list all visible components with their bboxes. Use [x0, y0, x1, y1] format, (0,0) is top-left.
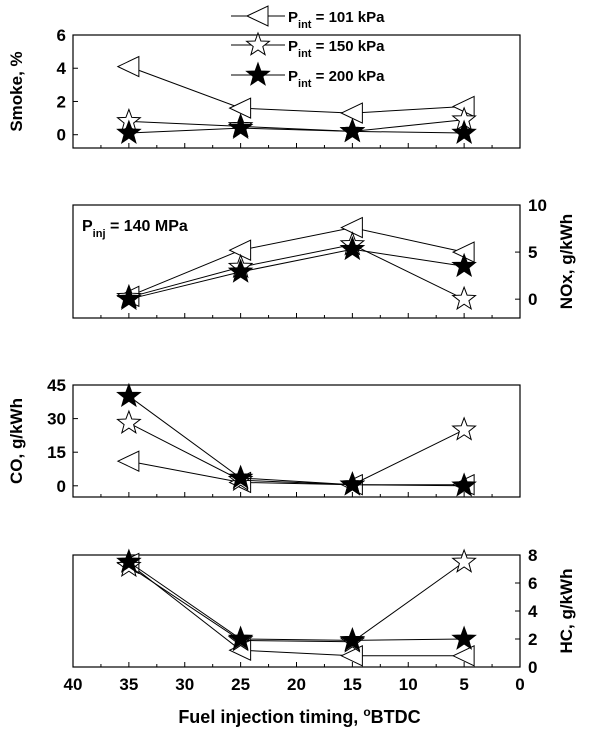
- data-point: [451, 645, 475, 667]
- y-tick-label: 0: [57, 126, 66, 145]
- y-tick-label: 30: [47, 410, 66, 429]
- y-tick-label: 2: [57, 92, 66, 111]
- data-point: [116, 55, 140, 78]
- x-tick-label: 5: [459, 675, 468, 694]
- legend-label: Pint = 150 kPa: [288, 38, 385, 60]
- series-line: [128, 119, 465, 132]
- data-point: [340, 645, 363, 667]
- series-2: [116, 106, 477, 143]
- legend-marker: [245, 5, 269, 27]
- y-tick-label: 45: [47, 376, 66, 395]
- data-point: [339, 471, 366, 496]
- series-line: [128, 561, 465, 641]
- y-tick-label: 8: [528, 546, 537, 565]
- legend-marker: [245, 61, 271, 86]
- y-tick-label: 0: [528, 290, 537, 309]
- series-3: [116, 114, 477, 144]
- x-tick-label: 20: [287, 675, 306, 694]
- series-3: [116, 382, 477, 497]
- y-tick-label: 10: [528, 196, 547, 215]
- series-line: [128, 227, 465, 297]
- y-axis-label: Smoke, %: [7, 51, 26, 131]
- panel-4: 0 2 4 6 8 HC, g/kWh: [72, 546, 576, 677]
- series-line: [128, 563, 465, 657]
- y-axis-label: HC, g/kWh: [557, 569, 576, 654]
- legend-label: Pint = 200 kPa: [288, 68, 385, 90]
- data-point: [116, 548, 142, 573]
- data-point: [228, 97, 252, 119]
- panel-3: 0 15 30 45 CO, g/kWh: [7, 376, 521, 498]
- series-2: [116, 231, 477, 311]
- data-point: [116, 409, 142, 434]
- series-line: [128, 127, 465, 134]
- data-point: [451, 548, 477, 573]
- data-point: [227, 258, 254, 283]
- data-point: [451, 119, 477, 144]
- y-tick-label: 6: [57, 26, 66, 45]
- y-tick-label: 0: [57, 477, 66, 496]
- data-point: [116, 382, 142, 408]
- y-tick-label: 15: [47, 443, 66, 462]
- data-point: [451, 625, 477, 650]
- y-tick-label: 6: [528, 574, 537, 593]
- series-1: [116, 450, 475, 496]
- data-point: [227, 114, 254, 139]
- data-point: [116, 450, 140, 472]
- data-point: [451, 285, 477, 311]
- y-tick-label: 0: [528, 658, 537, 677]
- series-line: [128, 248, 465, 300]
- x-tick-label: 35: [119, 675, 138, 694]
- data-point: [227, 625, 254, 650]
- x-tick-label: 30: [175, 675, 194, 694]
- data-point: [451, 252, 477, 278]
- data-point: [116, 119, 142, 144]
- legend-entry-3: Pint = 200 kPa: [231, 61, 385, 90]
- y-tick-label: 5: [528, 243, 537, 262]
- x-tick-label: 15: [343, 675, 362, 694]
- data-point: [339, 235, 366, 261]
- series-3: [116, 548, 477, 652]
- plot-frame: [72, 384, 521, 498]
- x-tick-label: 10: [399, 675, 418, 694]
- legend-marker: [245, 31, 271, 56]
- series-line: [128, 561, 465, 643]
- legend-entry-2: Pint = 150 kPa: [231, 31, 385, 60]
- x-axis-label: Fuel injection timing, oBTDC: [178, 705, 420, 727]
- legend-label: Pint = 101 kPa: [288, 9, 385, 31]
- injection-pressure-annotation: Pinj = 140 MPa: [82, 218, 188, 240]
- data-point: [339, 626, 366, 652]
- series-1: [116, 552, 475, 667]
- series-2: [116, 409, 477, 496]
- panel-1: 0 2 4 6 Smoke, %: [7, 26, 521, 149]
- series-line: [128, 244, 465, 300]
- data-point: [227, 464, 254, 489]
- series-1: [116, 55, 475, 124]
- series-line: [128, 422, 465, 486]
- x-tick-label: 0: [515, 675, 524, 694]
- series-2: [116, 548, 477, 653]
- y-tick-label: 4: [528, 602, 538, 621]
- series-line: [128, 395, 465, 487]
- series-3: [116, 235, 477, 311]
- x-tick-label: 25: [231, 675, 250, 694]
- y-axis-label: NOx, g/kWh: [557, 214, 576, 309]
- data-point: [451, 472, 477, 497]
- legend-entry-1: Pint = 101 kPa: [231, 5, 385, 31]
- y-axis-label: CO, g/kWh: [7, 398, 26, 484]
- data-point: [451, 416, 477, 441]
- series-line: [128, 460, 465, 486]
- data-point: [340, 102, 363, 124]
- series-line: [128, 66, 465, 114]
- y-tick-label: 4: [57, 59, 67, 78]
- data-point: [339, 117, 366, 143]
- panel-2: 0 5 10 NOx, g/kWh: [72, 196, 576, 319]
- x-tick-label: 40: [64, 675, 83, 694]
- data-point: [116, 285, 142, 311]
- y-tick-label: 2: [528, 630, 537, 649]
